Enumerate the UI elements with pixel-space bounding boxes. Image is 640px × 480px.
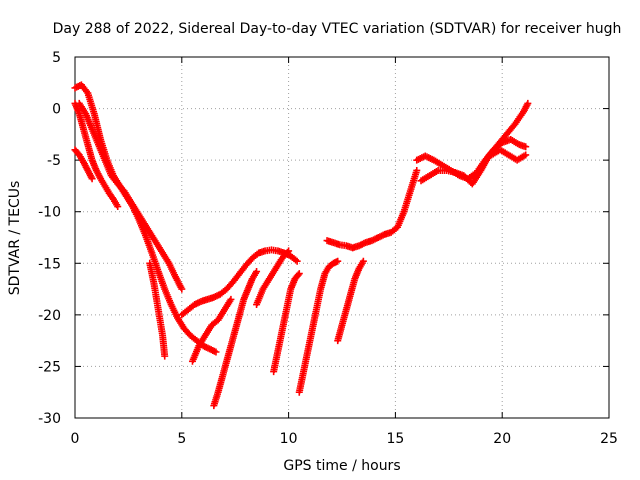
chart-title: Day 288 of 2022, Sidereal Day-to-day VTE…	[53, 21, 622, 37]
data-series	[71, 81, 220, 356]
data-series	[71, 99, 122, 211]
data-series	[75, 99, 186, 293]
y-tick-labels: 5 0 -5 -10 -15 -20 -25 -30	[38, 50, 61, 427]
data-series	[71, 146, 96, 183]
data-point	[524, 99, 532, 107]
data-series	[488, 146, 530, 164]
y-tick-label: -30	[38, 411, 61, 427]
data-point	[161, 352, 169, 360]
plot-frame	[74, 56, 610, 419]
y-tick-label: -25	[38, 359, 61, 375]
x-tick-label: 5	[177, 431, 186, 447]
y-tick-label: 5	[52, 50, 61, 66]
data-point	[334, 257, 342, 265]
data-point	[253, 268, 261, 276]
x-tick-label: 10	[280, 431, 298, 447]
data-point	[283, 248, 291, 256]
data-point	[285, 247, 293, 255]
y-tick-label: 0	[52, 102, 61, 118]
y-tick-label: -15	[38, 256, 61, 272]
data-series	[210, 268, 261, 410]
data-series	[146, 259, 169, 360]
data-series	[188, 295, 235, 365]
x-tick-label: 20	[493, 431, 511, 447]
data-point	[413, 166, 421, 174]
data-point	[178, 285, 186, 293]
data-point	[212, 348, 220, 356]
data-point	[227, 295, 235, 303]
data-point	[359, 257, 367, 265]
data-series	[323, 166, 421, 252]
axis-ticks	[74, 56, 610, 419]
data-point	[295, 270, 303, 278]
data-point	[522, 143, 530, 151]
x-tick-label: 15	[386, 431, 404, 447]
x-tick-label: 25	[600, 431, 618, 447]
data-series	[334, 257, 367, 345]
x-tick-label: 0	[71, 431, 80, 447]
data-series	[253, 247, 293, 309]
x-tick-labels: 0 5 10 15 20 25	[71, 431, 618, 447]
data-point	[293, 257, 301, 265]
data-series	[270, 270, 303, 376]
data-series	[295, 257, 342, 396]
y-tick-label: -10	[38, 205, 61, 221]
data-points	[71, 81, 532, 410]
data-point	[114, 203, 122, 211]
data-point	[294, 271, 302, 279]
data-point	[522, 151, 530, 159]
y-tick-label: -5	[47, 153, 61, 169]
x-axis-label: GPS time / hours	[283, 458, 400, 474]
data-point	[88, 175, 96, 183]
y-tick-label: -20	[38, 308, 61, 324]
y-axis-label: SDTVAR / TECUs	[7, 181, 23, 296]
